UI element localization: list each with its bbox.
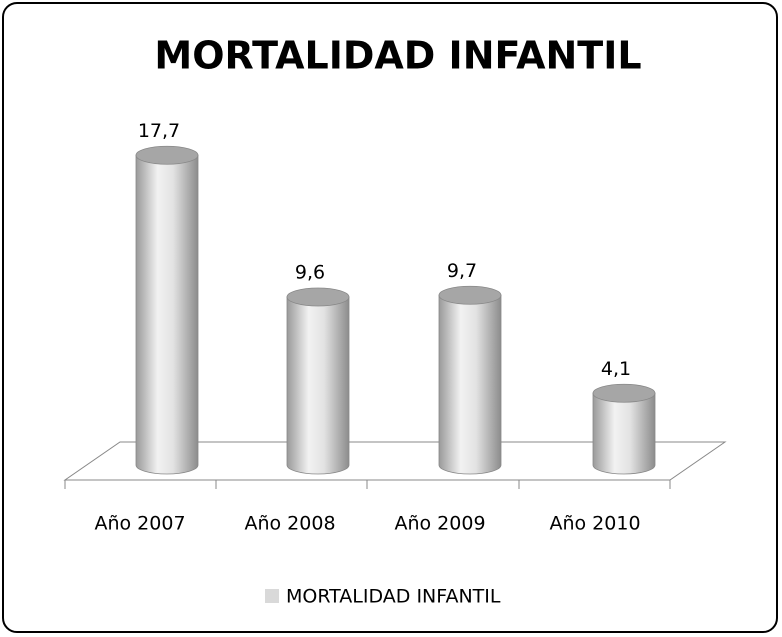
cylinder-top: [592, 383, 656, 403]
legend-label: MORTALIDAD INFANTIL: [286, 586, 501, 608]
value-label: 4,1: [601, 358, 631, 380]
cylinder-top: [438, 285, 502, 305]
value-label: 17,7: [138, 120, 180, 142]
x-tick-label: Año 2008: [244, 513, 335, 535]
x-tick-label: Año 2010: [549, 513, 640, 535]
x-tick-label: Año 2009: [394, 513, 485, 535]
cylinder: [286, 296, 350, 475]
value-label: 9,6: [295, 262, 325, 284]
cylinder-top: [135, 145, 199, 165]
chart-title: MORTALIDAD INFANTIL: [154, 34, 641, 78]
x-ticks: [64, 480, 671, 489]
value-label: 9,7: [447, 260, 477, 282]
cylinder: [438, 294, 502, 475]
floor: [63, 441, 727, 481]
cylinder: [592, 392, 656, 475]
x-tick-label: Año 2007: [94, 513, 185, 535]
cylinder-top: [286, 287, 350, 307]
cylinder: [135, 154, 199, 475]
legend-swatch: [265, 589, 279, 603]
